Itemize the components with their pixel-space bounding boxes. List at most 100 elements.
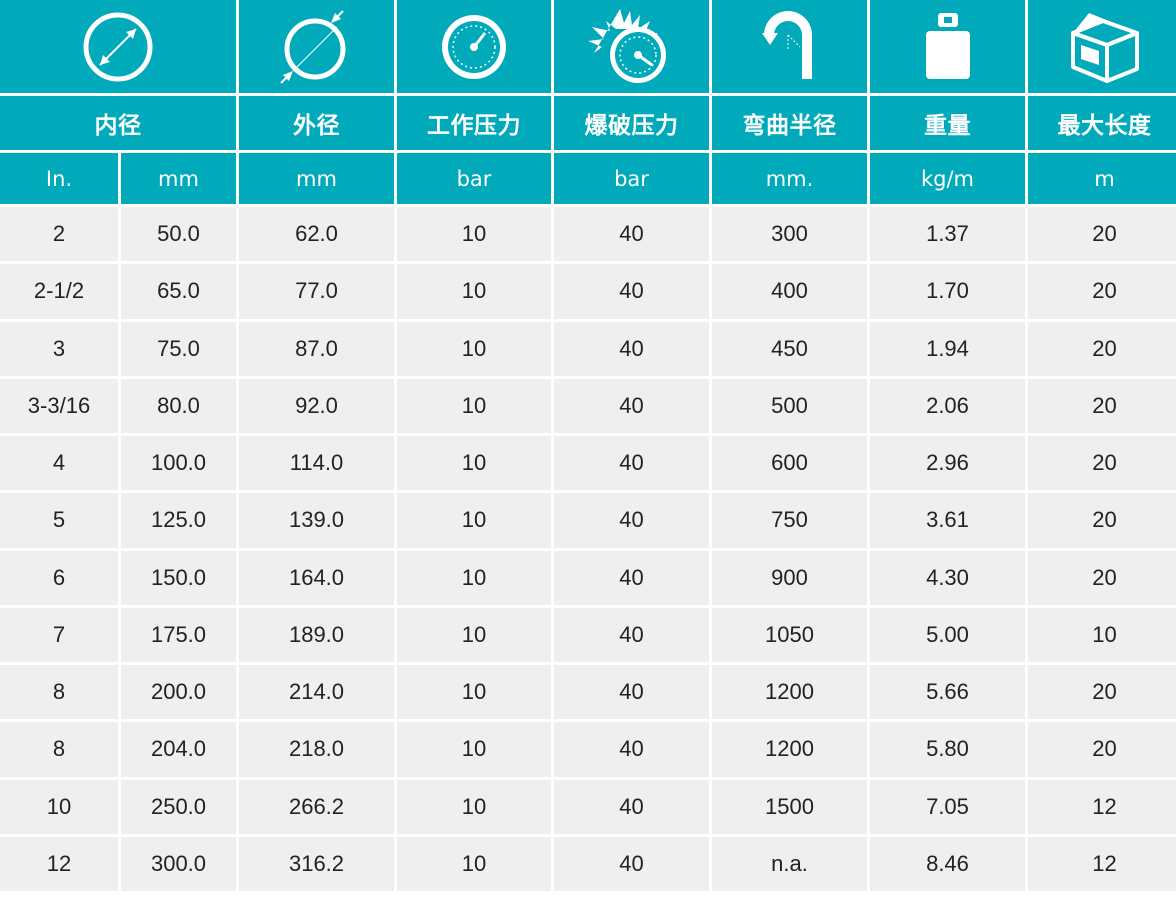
- cell-outer-mm: 266.2: [239, 779, 394, 834]
- cell-max-length: 20: [1028, 722, 1176, 777]
- cell-inches: 8: [0, 722, 118, 777]
- cell-max-length: 12: [1028, 836, 1176, 891]
- icon-cell-inner-diameter: [0, 0, 236, 93]
- cell-working-pressure: 10: [397, 550, 551, 605]
- cell-bend-radius: 300: [712, 207, 867, 262]
- icon-cell-max-length: [1028, 0, 1176, 93]
- cell-bend-radius: 400: [712, 264, 867, 319]
- cell-outer-mm: 316.2: [239, 836, 394, 891]
- cell-max-length: 20: [1028, 321, 1176, 376]
- cell-burst-pressure: 40: [554, 321, 709, 376]
- cell-outer-mm: 77.0: [239, 264, 394, 319]
- cell-bend-radius: 900: [712, 550, 867, 605]
- cell-working-pressure: 10: [397, 607, 551, 662]
- cell-working-pressure: 10: [397, 207, 551, 262]
- cell-bend-radius: 450: [712, 321, 867, 376]
- header-bend-radius: 弯曲半径: [712, 96, 867, 150]
- cell-burst-pressure: 40: [554, 493, 709, 548]
- icon-cell-bend-radius: [712, 0, 867, 93]
- cell-working-pressure: 10: [397, 779, 551, 834]
- cell-weight: 2.96: [870, 436, 1025, 491]
- cell-inches: 2-1/2: [0, 264, 118, 319]
- cell-inches: 3: [0, 321, 118, 376]
- cell-max-length: 20: [1028, 378, 1176, 433]
- cell-inches: 5: [0, 493, 118, 548]
- header-inner-diameter: 内径: [0, 96, 236, 150]
- cell-inner-mm: 65.0: [121, 264, 236, 319]
- cell-bend-radius: 500: [712, 378, 867, 433]
- cell-weight: 3.61: [870, 493, 1025, 548]
- cell-working-pressure: 10: [397, 836, 551, 891]
- cell-burst-pressure: 40: [554, 836, 709, 891]
- cell-inner-mm: 75.0: [121, 321, 236, 376]
- cell-max-length: 20: [1028, 665, 1176, 720]
- icon-cell-outer-diameter: [239, 0, 394, 93]
- cell-max-length: 12: [1028, 779, 1176, 834]
- cell-burst-pressure: 40: [554, 436, 709, 491]
- cell-outer-mm: 87.0: [239, 321, 394, 376]
- cell-weight: 5.80: [870, 722, 1025, 777]
- cell-inner-mm: 200.0: [121, 665, 236, 720]
- cell-inches: 4: [0, 436, 118, 491]
- cell-weight: 2.06: [870, 378, 1025, 433]
- unit-inner-mm: mm: [121, 153, 236, 204]
- icon-cell-burst-pressure: [554, 0, 709, 93]
- cell-working-pressure: 10: [397, 722, 551, 777]
- cell-inner-mm: 300.0: [121, 836, 236, 891]
- cell-working-pressure: 10: [397, 264, 551, 319]
- cell-weight: 4.30: [870, 550, 1025, 605]
- cell-bend-radius: 600: [712, 436, 867, 491]
- cell-bend-radius: 750: [712, 493, 867, 548]
- header-outer-diameter: 外径: [239, 96, 394, 150]
- cell-outer-mm: 62.0: [239, 207, 394, 262]
- cell-inner-mm: 204.0: [121, 722, 236, 777]
- burst-gauge-icon: [587, 8, 666, 83]
- unit-bend-mm: mm.: [712, 153, 867, 204]
- cell-outer-mm: 114.0: [239, 436, 394, 491]
- cell-working-pressure: 10: [397, 378, 551, 433]
- cell-inches: 12: [0, 836, 118, 891]
- cell-max-length: 20: [1028, 550, 1176, 605]
- cell-burst-pressure: 40: [554, 722, 709, 777]
- unit-weight-kgm: kg/m: [870, 153, 1025, 204]
- cell-working-pressure: 10: [397, 665, 551, 720]
- cell-bend-radius: 1200: [712, 722, 867, 777]
- cell-outer-mm: 139.0: [239, 493, 394, 548]
- cell-max-length: 20: [1028, 264, 1176, 319]
- icon-cell-working-pressure: [397, 0, 551, 93]
- cell-inner-mm: 100.0: [121, 436, 236, 491]
- header-burst-pressure: 爆破压力: [554, 96, 709, 150]
- unit-burst-bar: bar: [554, 153, 709, 204]
- weight-icon: [925, 12, 970, 79]
- cell-weight: 5.66: [870, 665, 1025, 720]
- box-icon: [1070, 12, 1139, 83]
- cell-outer-mm: 218.0: [239, 722, 394, 777]
- cell-bend-radius: 1500: [712, 779, 867, 834]
- cell-inches: 7: [0, 607, 118, 662]
- cell-max-length: 20: [1028, 436, 1176, 491]
- cell-inches: 3-3/16: [0, 378, 118, 433]
- cell-inner-mm: 125.0: [121, 493, 236, 548]
- cell-working-pressure: 10: [397, 436, 551, 491]
- cell-outer-mm: 189.0: [239, 607, 394, 662]
- cell-burst-pressure: 40: [554, 550, 709, 605]
- outer-diameter-icon: [279, 9, 345, 84]
- cell-inner-mm: 175.0: [121, 607, 236, 662]
- cell-outer-mm: 214.0: [239, 665, 394, 720]
- cell-inner-mm: 150.0: [121, 550, 236, 605]
- spec-table: 内径 外径 工作压力 爆破压力 弯曲半径 重量 最大长度 In. mm mm b…: [0, 0, 1176, 891]
- header-working-pressure: 工作压力: [397, 96, 551, 150]
- cell-bend-radius: n.a.: [712, 836, 867, 891]
- cell-bend-radius: 1200: [712, 665, 867, 720]
- cell-max-length: 20: [1028, 493, 1176, 548]
- cell-inner-mm: 50.0: [121, 207, 236, 262]
- cell-outer-mm: 92.0: [239, 378, 394, 433]
- cell-bend-radius: 1050: [712, 607, 867, 662]
- cell-weight: 7.05: [870, 779, 1025, 834]
- icon-cell-weight: [870, 0, 1025, 93]
- cell-weight: 8.46: [870, 836, 1025, 891]
- cell-inner-mm: 250.0: [121, 779, 236, 834]
- cell-weight: 1.37: [870, 207, 1025, 262]
- cell-inches: 6: [0, 550, 118, 605]
- cell-burst-pressure: 40: [554, 665, 709, 720]
